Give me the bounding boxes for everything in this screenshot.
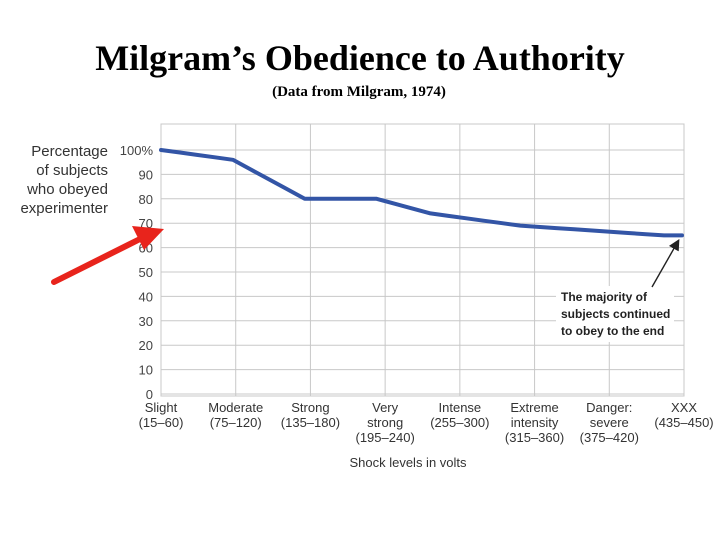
- x-category-label: strong: [367, 415, 403, 430]
- annotation-background: [556, 286, 674, 342]
- x-category-label: (255–300): [430, 415, 489, 430]
- series-layer: [159, 148, 684, 238]
- series-line: [159, 148, 684, 238]
- x-category-label: XXX: [671, 400, 697, 415]
- y-tick-label: 0: [146, 387, 153, 402]
- red-arrow: [51, 226, 164, 285]
- y-axis-label-line: of subjects: [36, 162, 108, 179]
- y-tick-label: 50: [139, 265, 153, 280]
- y-axis-label-line: experimenter: [20, 200, 108, 217]
- annotation-arrow: [651, 238, 680, 288]
- x-category-label: Extreme: [510, 400, 558, 415]
- x-category-label: (15–60): [139, 415, 184, 430]
- x-category-label: (435–450): [654, 415, 713, 430]
- x-category-label: Danger:: [586, 400, 632, 415]
- red-arrow-shaft: [51, 235, 145, 285]
- y-tick-label: 30: [139, 314, 153, 329]
- y-axis-label-line: who obeyed: [26, 181, 108, 198]
- annotation-text: The majority of: [561, 290, 648, 304]
- x-category-label: severe: [590, 415, 629, 430]
- x-category-label: (375–420): [580, 430, 639, 445]
- red-arrow-head: [132, 226, 164, 250]
- y-tick-label: 80: [139, 192, 153, 207]
- y-axis-label-line: Percentage: [31, 143, 108, 160]
- page-subtitle: (Data from Milgram, 1974): [272, 84, 446, 100]
- x-category-label: (195–240): [356, 430, 415, 445]
- x-category-labels: Slight(15–60) Moderate(75–120) Strong(135–…: [139, 400, 714, 445]
- x-category-label: Slight: [145, 400, 178, 415]
- x-category-label: Very: [372, 400, 399, 415]
- annotation-text: subjects continued: [561, 307, 670, 321]
- y-axis-label: Percentage of subjects who obeyed experimen…: [20, 143, 108, 217]
- y-tick-labels: 0102030405060708090100%: [120, 143, 154, 402]
- y-tick-label: 10: [139, 363, 153, 378]
- y-tick-label: 20: [139, 338, 153, 353]
- y-tick-label: 100%: [120, 143, 154, 158]
- x-category-label: (315–360): [505, 430, 564, 445]
- x-category-label: intensity: [511, 415, 559, 430]
- y-tick-label: 40: [139, 289, 153, 304]
- x-category-label: (135–180): [281, 415, 340, 430]
- x-category-label: (75–120): [210, 415, 262, 430]
- x-category-label: Moderate: [208, 400, 263, 415]
- y-tick-label: 90: [139, 167, 153, 182]
- annotation-text: to obey to the end: [561, 324, 664, 338]
- annotation: The majority of subjects continued to obey…: [556, 238, 680, 342]
- page-title: Milgram’s Obedience to Authority: [95, 38, 625, 78]
- grid-layer: [160, 123, 685, 397]
- x-axis-label: Shock levels in volts: [349, 455, 467, 470]
- x-category-label: Intense: [439, 400, 482, 415]
- x-category-label: Strong: [291, 400, 329, 415]
